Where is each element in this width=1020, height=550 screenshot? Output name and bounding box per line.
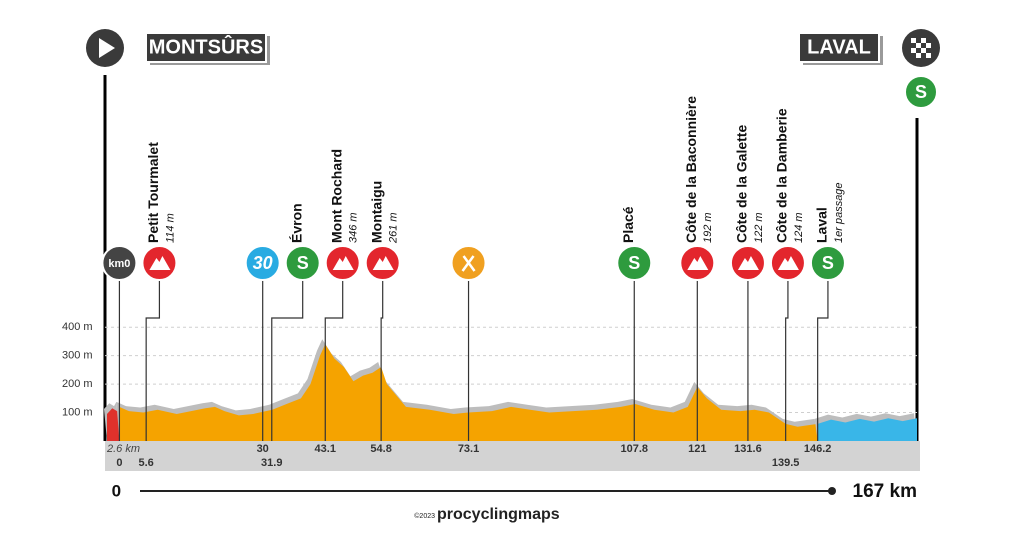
poi-icon xyxy=(244,245,281,281)
poi-name: Mont Rochard xyxy=(328,149,344,243)
km-label: 131.6 xyxy=(734,443,762,455)
finish-town: LAVAL xyxy=(807,36,871,58)
poi-icon-text: S xyxy=(628,253,640,273)
poi-icon-text: S xyxy=(822,253,834,273)
poi-name: Montaigu xyxy=(368,181,384,243)
poi-connector xyxy=(380,280,384,441)
poi-note: 261 m xyxy=(388,212,400,244)
mountain-glyph xyxy=(332,256,354,270)
poi-icon-text: km0 xyxy=(108,258,130,270)
distance-axis-end xyxy=(828,487,836,495)
mountain-glyph xyxy=(372,256,394,270)
checkered-flag xyxy=(911,38,931,58)
poi-name: Côte de la Baconnière xyxy=(683,96,699,243)
poi-name: Côte de la Galette xyxy=(734,125,750,243)
km-label: 5.6 xyxy=(139,457,154,469)
poi-connector xyxy=(324,280,344,441)
y-tick-label: 200 m xyxy=(62,378,93,390)
y-tick-label: 100 m xyxy=(62,406,93,418)
mountain-glyph xyxy=(149,256,171,270)
km-label: 146.2 xyxy=(804,443,832,455)
poi-note: 124 m xyxy=(793,212,805,243)
poi-name: Placé xyxy=(620,206,636,243)
poi-icon xyxy=(101,245,138,281)
mountain-glyph xyxy=(777,256,799,270)
finish-sprint-icon xyxy=(904,75,938,109)
poi-note: 346 m xyxy=(348,212,360,243)
start-box xyxy=(145,32,267,63)
profile-layer: 100 m 200 m 300 m 400 m 2.6 km 0 167 km 0 km0 5.6… xyxy=(62,96,917,502)
y-tick-label: 400 m xyxy=(62,321,93,333)
km-label: 107.8 xyxy=(620,443,648,455)
poi-icon xyxy=(809,245,846,281)
km-label: 43.1 xyxy=(315,443,336,455)
neutral-label: 2.6 km xyxy=(106,443,140,455)
km-label: 30 xyxy=(257,443,269,455)
poi-connector xyxy=(785,280,789,441)
mountain-glyph xyxy=(737,256,759,270)
profile-area xyxy=(817,418,917,441)
poi-icon-text: S xyxy=(297,253,309,273)
poi-note: 192 m xyxy=(702,212,714,243)
poi-note: 122 m xyxy=(753,212,765,243)
profile-area xyxy=(119,344,818,441)
finish-box xyxy=(798,32,880,63)
copyright: ©2023 xyxy=(414,512,435,520)
start-town: MONTSÛRS xyxy=(149,34,263,58)
brand: procyclingmaps xyxy=(437,506,560,523)
poi-icon xyxy=(284,245,321,281)
km-label: 121 xyxy=(688,443,706,455)
poi-note: 114 m xyxy=(164,213,176,243)
profile-area xyxy=(107,406,120,441)
poi-connector xyxy=(271,280,304,441)
poi-connector xyxy=(817,280,829,441)
km-label: 73.1 xyxy=(458,443,479,455)
start-arrow xyxy=(99,38,115,58)
knife-glyph xyxy=(462,255,476,272)
poi-name: Petit Tourmalet xyxy=(145,142,161,243)
distance-label: 0 xyxy=(112,481,121,500)
km-label: 0 xyxy=(116,457,122,469)
poi-note: 1er passage xyxy=(833,182,845,243)
poi-connector xyxy=(145,280,161,441)
poi-name: Côte de la Damberie xyxy=(774,108,790,243)
poi-icon-text: 30 xyxy=(253,253,273,273)
poi-name: Évron xyxy=(288,203,304,243)
km-label: 139.5 xyxy=(772,457,800,469)
y-tick-label: 300 m xyxy=(62,350,93,362)
poi-icon xyxy=(616,245,653,281)
distance-label: 167 km xyxy=(853,481,917,502)
mountain-glyph xyxy=(687,256,709,270)
finish-sprint-text: S xyxy=(915,82,927,102)
poi-name: Laval xyxy=(814,207,830,243)
km-band xyxy=(105,441,920,471)
km-label: 54.8 xyxy=(370,443,391,455)
km-label: 31.9 xyxy=(261,457,282,469)
